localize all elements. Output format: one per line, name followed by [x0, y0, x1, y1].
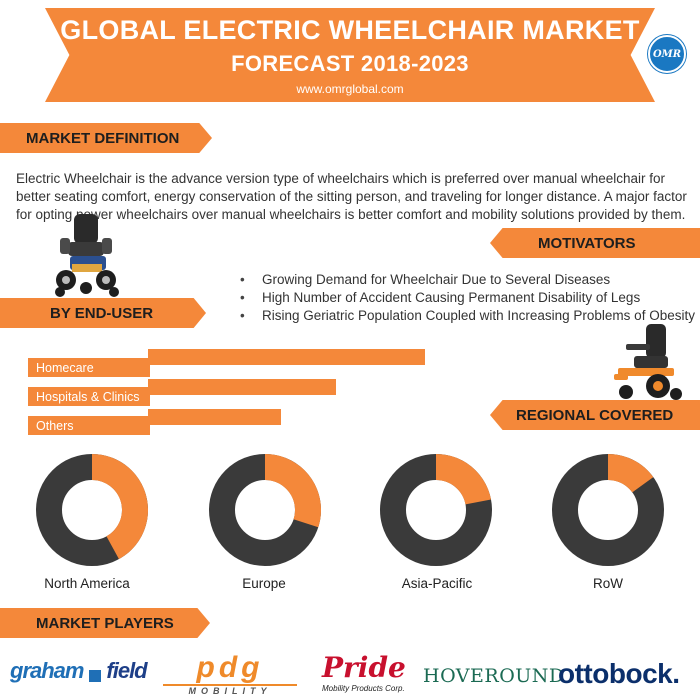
motivator-item: Growing Demand for Wheelchair Due to Sev…: [238, 271, 698, 289]
title-banner: [45, 8, 655, 102]
section-motivators: MOTIVATORS: [490, 228, 700, 258]
label-hospitals-clinics: Hospitals & Clinics: [28, 387, 150, 406]
region-label-row: RoW: [593, 576, 623, 591]
logo-graham-field: graham field: [10, 658, 148, 683]
page-subtitle: FORECAST 2018-2023: [231, 51, 469, 76]
page-title: GLOBAL ELECTRIC WHEELCHAIR MARKET: [60, 15, 640, 45]
motivators-list: Growing Demand for Wheelchair Due to Sev…: [238, 271, 698, 325]
definition-text: Electric Wheelchair is the advance versi…: [16, 171, 687, 222]
region-label-north-america: North America: [44, 576, 130, 591]
section-by-end-user: BY END-USER: [0, 298, 206, 328]
graham-field-mark: [88, 670, 101, 682]
section-market-players: MARKET PLAYERS: [0, 608, 210, 638]
omr-logo: OMR: [648, 35, 686, 73]
donut-slice-3: [608, 454, 654, 493]
bar-homecare: [148, 349, 425, 365]
wheelchair-icon: [614, 324, 682, 400]
logo-pdg-mobility: pdg MOBILITY: [163, 653, 297, 696]
website-link[interactable]: www.omrglobal.com: [296, 82, 404, 96]
bar-hospitals-clinics: [148, 379, 336, 395]
label-others: Others: [28, 416, 150, 435]
section-regional-covered: REGIONAL COVERED: [490, 400, 700, 430]
logo-ottobock: ottobock.: [558, 658, 680, 689]
regional-donut-charts: [36, 454, 664, 566]
region-label-asia-pacific: Asia-Pacific: [401, 576, 473, 591]
bar-others: [148, 409, 281, 425]
wheelchair-icon: [55, 214, 119, 297]
label-homecare: Homecare: [28, 358, 150, 377]
market-player-logos: graham field pdg MOBILITY Pride Mobility…: [0, 652, 700, 698]
motivator-item: Rising Geriatric Population Coupled with…: [238, 307, 698, 325]
logo-pride-mobility: Pride Mobility Products Corp.: [322, 651, 406, 694]
region-label-europe: Europe: [242, 576, 286, 591]
logo-hoveround: HOVEROUND: [423, 665, 565, 687]
section-market-definition: MARKET DEFINITION: [0, 123, 212, 153]
donut-slice-0: [92, 454, 149, 560]
donut-slice-2: [436, 454, 492, 505]
motivator-item: High Number of Accident Causing Permanen…: [238, 289, 698, 307]
donut-slice-1: [265, 454, 321, 528]
